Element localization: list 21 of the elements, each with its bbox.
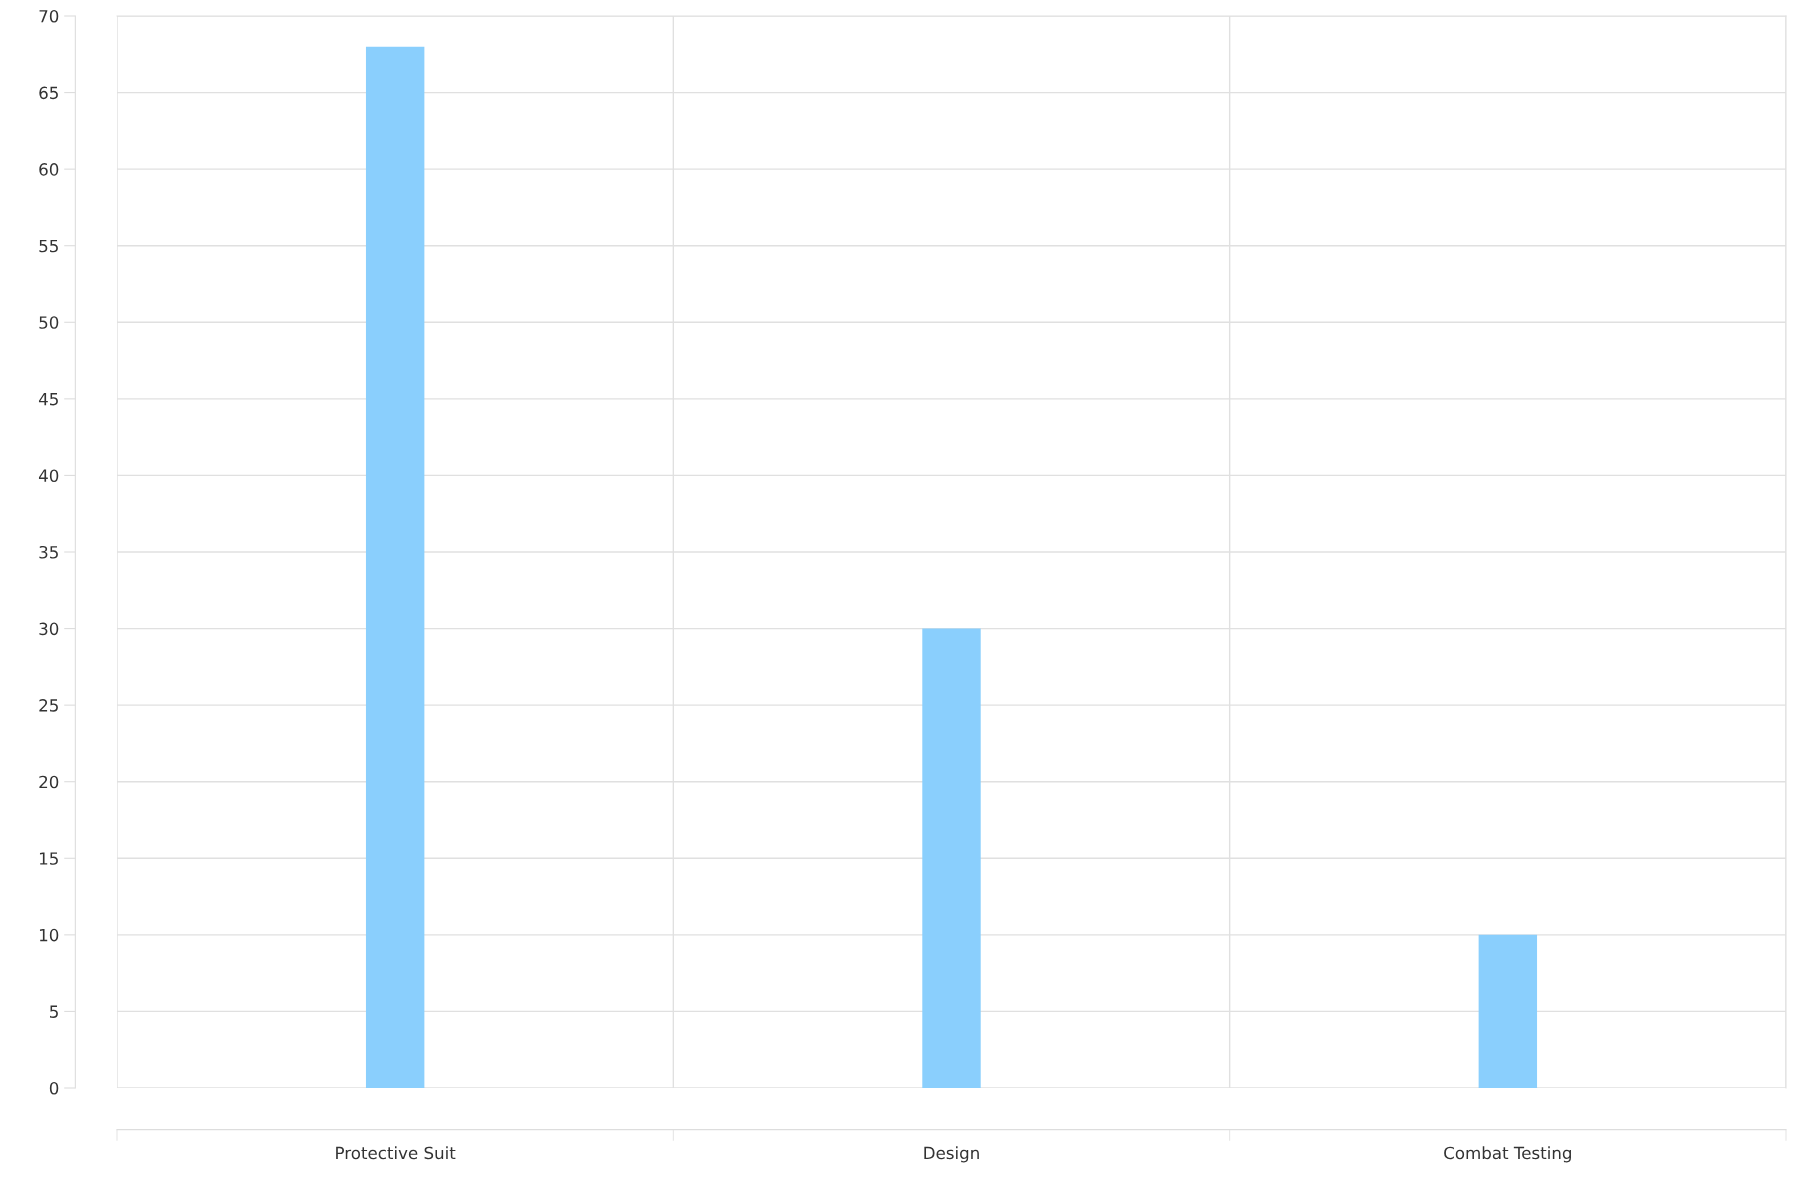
bar [365,46,425,1088]
bar [922,628,981,1088]
y-tick-label: 10 [39,928,59,942]
y-tick-label: 50 [39,316,59,329]
y-tick-label: 20 [39,775,59,789]
y-tick-label: 55 [39,239,58,253]
y-tick-label: 65 [39,86,58,100]
y-tick-label: 25 [39,699,58,712]
x-tick-label: Combat Testing [1444,1146,1571,1163]
y-tick-label: 5 [50,1005,58,1018]
x-tick-label: Protective Suit [336,1146,456,1160]
y-tick-label: 15 [39,852,58,865]
y-tick-label: 70 [39,9,59,23]
y-tick-label: 0 [49,1081,59,1095]
y-tick-label: 40 [38,469,59,482]
bar [1478,934,1538,1088]
x-tick-label: Design [924,1146,979,1163]
y-tick-label: 60 [39,163,59,176]
y-tick-label: 30 [39,622,59,636]
y-tick-label: 35 [39,545,58,559]
y-tick-label: 45 [38,393,58,406]
